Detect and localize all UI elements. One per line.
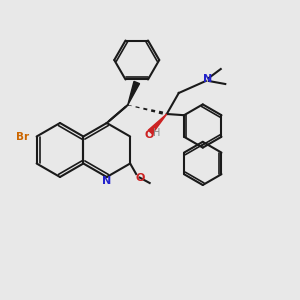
Text: N: N <box>202 74 212 85</box>
Text: Br: Br <box>16 131 29 142</box>
Polygon shape <box>128 81 140 105</box>
Polygon shape <box>148 114 167 134</box>
Text: N: N <box>102 176 111 187</box>
Text: H: H <box>153 128 160 139</box>
Text: O: O <box>144 130 154 140</box>
Text: O: O <box>135 172 144 183</box>
